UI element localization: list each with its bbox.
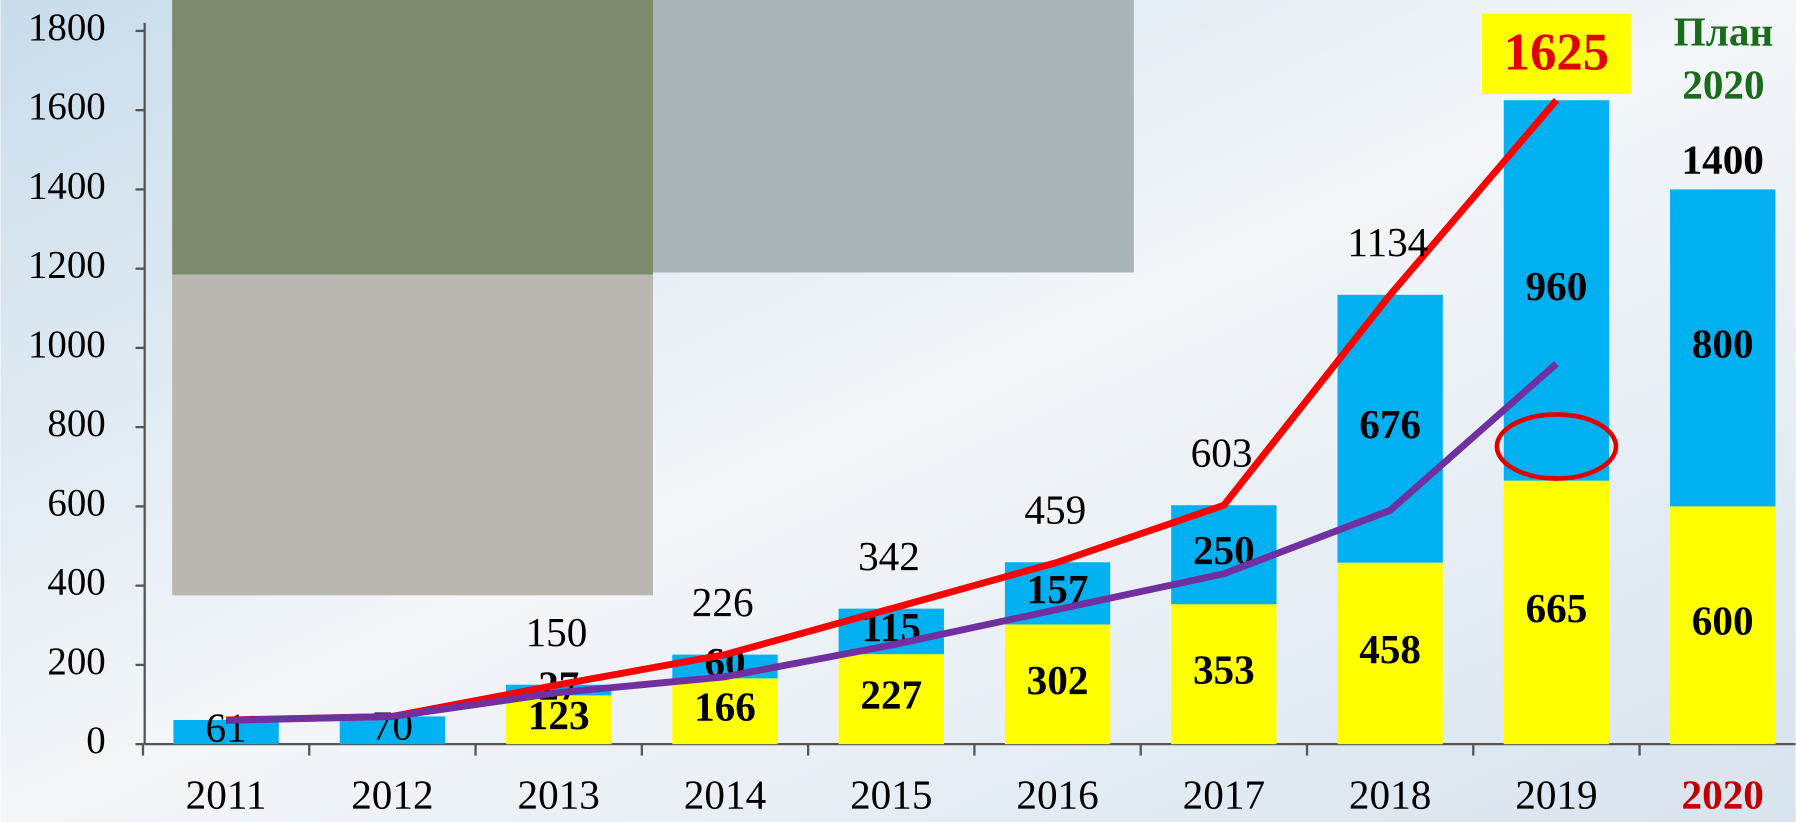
y-tick-label: 1200 (28, 244, 106, 287)
x-tick-label: 2019 (1515, 772, 1597, 818)
y-tick-label: 1600 (28, 85, 106, 128)
y-tick-label: 1000 (28, 323, 106, 366)
total-label: 226 (692, 579, 754, 625)
bar-label: 353 (1193, 647, 1255, 693)
photo (172, 275, 653, 596)
bar-label: 665 (1526, 585, 1588, 631)
y-tick-label: 1800 (28, 6, 106, 49)
bar-label: 458 (1359, 626, 1421, 672)
bar-label: 800 (1692, 320, 1754, 366)
x-tick-label: 2017 (1183, 772, 1265, 818)
plan-total: 1400 (1682, 137, 1764, 183)
total-label: 342 (858, 533, 920, 579)
y-tick-label: 0 (86, 719, 105, 762)
x-tick-label: 2014 (684, 772, 766, 818)
x-tick-label: 2013 (517, 772, 599, 818)
y-tick-label: 600 (47, 481, 105, 524)
total-label: 603 (1191, 430, 1253, 476)
bar-label: 70 (372, 703, 413, 749)
bar-label: 61 (206, 705, 247, 751)
page: {"chart_data": {"type": "bar", "categori… (0, 0, 1796, 822)
y-tick-label: 400 (47, 561, 105, 604)
y-tick-label: 200 (47, 640, 105, 683)
y-tick-label: 1400 (28, 164, 106, 207)
photo (172, 0, 653, 275)
total-label: 1134 (1347, 219, 1428, 265)
x-tick-label: 2015 (850, 772, 932, 818)
bar-label: 960 (1526, 263, 1588, 309)
photo (653, 0, 1134, 272)
total-label: 459 (1024, 487, 1086, 533)
x-tick-label: 2011 (186, 772, 267, 818)
x-tick-label: 2018 (1349, 772, 1431, 818)
bar-label: 676 (1359, 401, 1421, 447)
bar-label: 227 (860, 672, 922, 718)
y-tick-label: 800 (47, 402, 105, 445)
x-tick-label: 2016 (1016, 772, 1098, 818)
total-label: 150 (526, 609, 588, 655)
x-tick-label: 2020 (1682, 772, 1764, 818)
bar-label: 166 (694, 684, 756, 730)
x-tick-label: 2012 (351, 772, 433, 818)
chart: План2020 0200400600800100012001400160018… (0, 0, 1796, 822)
bar-label: 302 (1027, 657, 1089, 703)
total-label: 1625 (1504, 23, 1609, 81)
bar-label: 600 (1692, 598, 1754, 644)
